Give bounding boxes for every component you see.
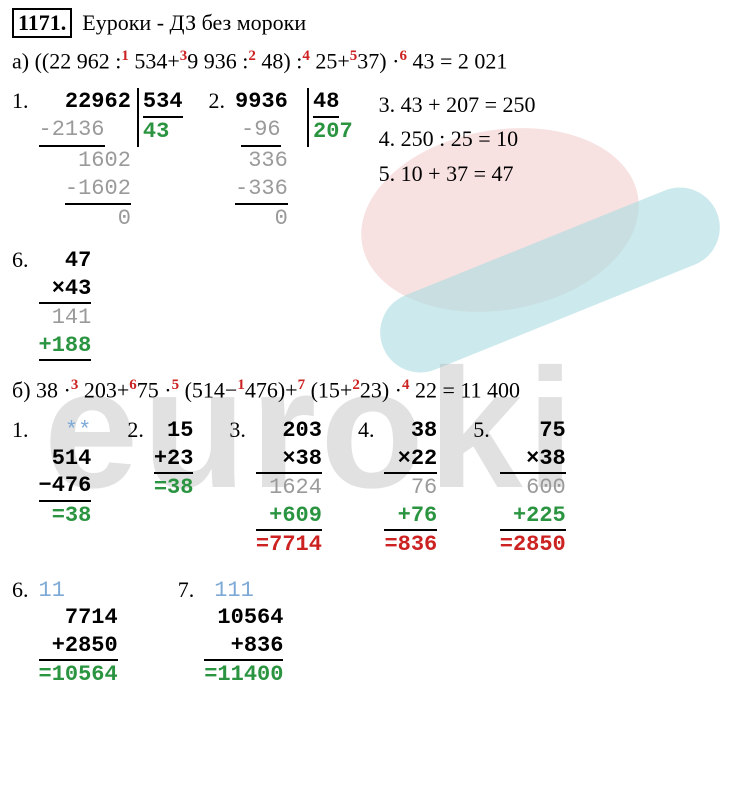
side-equations: 3. 43 + 207 = 250 4. 250 : 25 = 10 5. 10… — [379, 88, 536, 190]
part-b-step3: 3. 203 ×38 1624 +609 =7714 — [229, 417, 322, 559]
part-b-step7: 7. 111 10564 +836 =11400 — [178, 577, 284, 689]
part-a-expression: а) ((22 962 :1 534+39 936 :2 48) :4 25+5… — [12, 48, 717, 74]
part-b-step4: 4. 38 ×22 76 +76 =836 — [358, 417, 437, 559]
title-text: Еуроки - ДЗ без мороки — [82, 10, 306, 36]
title-row: 1171. Еуроки - ДЗ без мороки — [12, 8, 717, 38]
part-b-step5: 5. 75 ×38 600 +225 =2850 — [473, 417, 566, 559]
problem-number: 1171. — [12, 8, 72, 38]
part-b-row1: 1. ** 514 −476 =38 2. 15 +23 =38 3. 203 … — [12, 417, 717, 559]
division-1: 1. 22962 -2136 1602 -1602 0 534 43 — [12, 88, 183, 233]
part-a-row: 1. 22962 -2136 1602 -1602 0 534 43 2. — [12, 88, 717, 233]
part-b-row2: 6. 11 7714 +2850 =10564 7. 111 10564 +83… — [12, 577, 717, 689]
part-b-step6: 6. 11 7714 +2850 =10564 — [12, 577, 118, 689]
label-b: б) — [12, 377, 31, 402]
division-2: 2. 9936 -96 336 -336 0 48 207 — [209, 88, 353, 233]
label-a: а) — [12, 48, 29, 73]
part-b-step1: 1. ** 514 −476 =38 — [12, 417, 91, 559]
part-b-expression: б) 38 ·3 203+675 ·5 (514−1476)+7 (15+223… — [12, 377, 717, 403]
part-b-step2: 2. 15 +23 =38 — [127, 417, 193, 559]
page-content: 1171. Еуроки - ДЗ без мороки а) ((22 962… — [12, 8, 717, 689]
part-a-step6: 6. 47 ×43 141 +188 — [12, 247, 717, 361]
